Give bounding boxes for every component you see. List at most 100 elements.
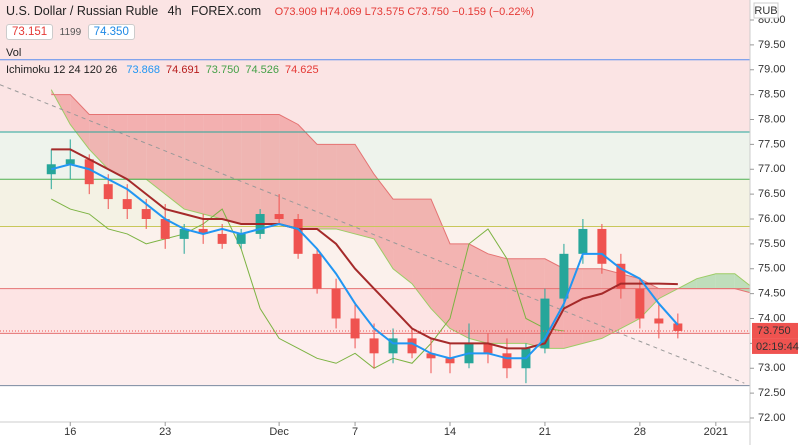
tenkan-line (51, 163, 679, 360)
cloud-segment (336, 144, 356, 234)
candle-body (103, 184, 113, 200)
y-tick-label: 79.50 (758, 39, 786, 51)
candle-body (654, 318, 664, 324)
cloud-segment (127, 114, 147, 180)
cloud-segment (431, 199, 450, 329)
x-tick-label: Dec (269, 426, 289, 438)
y-tick-label: 77.00 (758, 163, 786, 175)
candle-body (483, 343, 493, 354)
indicator-name: Ichimoku 12 24 120 26 (6, 64, 118, 76)
cloud-segment (374, 174, 394, 269)
y-tick-label: 75.00 (758, 263, 786, 275)
header: U.S. Dollar / Russian Ruble 4h FOREX.com… (6, 4, 534, 18)
cloud-segment (298, 124, 318, 229)
indicator-value: 74.625 (285, 64, 319, 76)
candle-body (578, 228, 588, 254)
candle-body (407, 338, 417, 354)
volume-label: Vol (6, 47, 22, 59)
cloud-segment (279, 114, 299, 229)
price-tag (752, 322, 798, 339)
sell-button[interactable]: 73.151 (6, 24, 54, 40)
y-tick-label: 78.00 (758, 113, 786, 125)
price-axis (750, 0, 800, 445)
candle-body (141, 209, 151, 219)
cloud-segment (582, 268, 602, 344)
candle-body (65, 159, 75, 165)
cloud-segment (393, 199, 413, 284)
currency-label: RUB (754, 5, 777, 17)
cloud-segment (696, 273, 716, 289)
ohlc-legend: O73.909 H74.069 L73.575 C73.750 −0.159 (… (274, 6, 534, 18)
candle-body (236, 233, 246, 244)
cloud-segment (468, 243, 488, 344)
candle-body (673, 323, 683, 331)
cloud-segment (715, 273, 735, 289)
x-tick-label: 16 (64, 426, 76, 438)
candle-body (502, 353, 512, 369)
x-tick-label: 28 (634, 426, 646, 438)
candle-body (559, 253, 569, 299)
cloud-segment (184, 114, 204, 215)
y-tick-label: 76.00 (758, 213, 786, 225)
candle-body (445, 358, 455, 364)
cloud-segment (355, 144, 375, 239)
cloud-segment (506, 258, 526, 344)
y-tick-label: 77.50 (758, 138, 786, 150)
candle-body (616, 263, 626, 289)
candle-body (426, 353, 436, 359)
interval: 4h (167, 4, 182, 18)
cloud-segment (260, 114, 280, 224)
cloud-segment (487, 253, 507, 344)
y-tick-label: 78.50 (758, 89, 786, 101)
trade-row: 73.151 1199 74.350 (6, 24, 135, 40)
indicator-legend: Ichimoku 12 24 120 26 73.868 74.691 73.750… (6, 64, 325, 76)
indicator-value: 73.750 (205, 64, 240, 76)
spread: 1199 (59, 27, 82, 38)
y-tick-label: 74.50 (758, 288, 786, 300)
candle-body (597, 228, 607, 264)
cloud-segment (70, 94, 90, 150)
indicator-value: 73.868 (126, 64, 161, 76)
cloud-segment (222, 114, 242, 224)
source: FOREX.com (191, 4, 262, 18)
trend-line (0, 84, 745, 384)
x-tick-label: 21 (539, 426, 551, 438)
cloud-segment (89, 114, 109, 170)
y-tick-label: 79.00 (758, 64, 786, 76)
cloud-segment (108, 114, 128, 180)
cloud-segment (544, 258, 564, 349)
candle-body (198, 228, 208, 234)
candle-body (350, 318, 360, 339)
candle-body (160, 219, 170, 239)
candle-body (274, 214, 284, 219)
time-axis (0, 422, 750, 445)
buy-button[interactable]: 74.350 (87, 24, 135, 40)
cloud-segment (203, 114, 223, 219)
candle-body (331, 288, 341, 319)
cloud-segment (620, 273, 640, 329)
y-tick-label: 74.00 (758, 312, 786, 324)
candle-body (540, 298, 550, 349)
price-tag-label: 73.750 (757, 325, 791, 337)
kijun-line (51, 148, 678, 350)
candle-body (217, 233, 227, 244)
cloud-segment (146, 114, 166, 195)
y-tick-label: 75.50 (758, 238, 786, 250)
candle-body (369, 338, 379, 354)
y-tick-label: 72.50 (758, 387, 786, 399)
x-tick-label: 23 (159, 426, 171, 438)
candle-body (312, 253, 322, 289)
chikou-line (51, 198, 564, 369)
indicator-value: 74.526 (245, 64, 279, 76)
cloud-segment (317, 144, 337, 229)
candle-body (179, 228, 189, 239)
countdown-tag (752, 338, 798, 354)
candle-body (635, 288, 645, 319)
cloud-segment (450, 243, 469, 339)
currency-box (753, 2, 779, 19)
y-tick-label: 73.00 (758, 362, 786, 374)
x-tick-label: 7 (352, 426, 358, 438)
x-tick-label: 14 (444, 426, 456, 438)
